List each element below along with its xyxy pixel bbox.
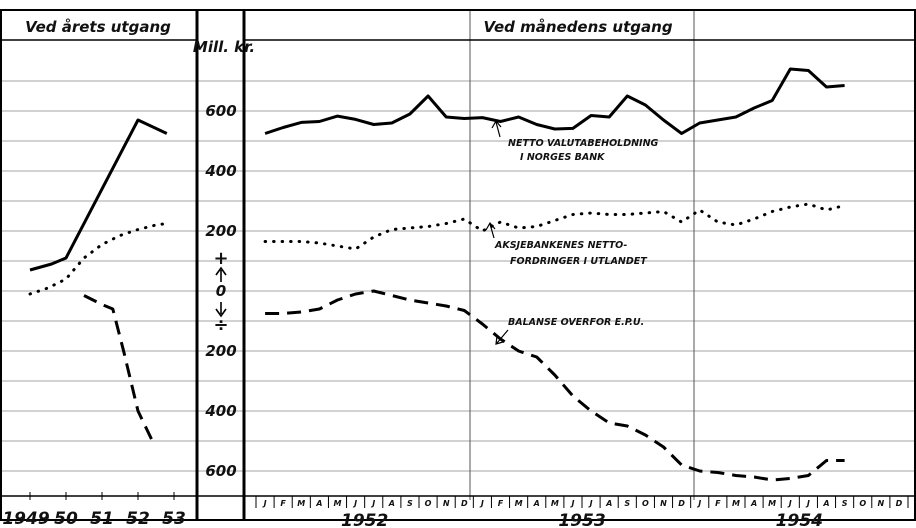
grid-lines (0, 10, 916, 500)
month-label: J (370, 499, 375, 508)
down-arrow (215, 302, 227, 318)
y-tick-label: 600 (205, 462, 236, 480)
month-label: O (425, 499, 432, 508)
month-label: J (805, 499, 810, 508)
annotation-pointers (485, 119, 509, 345)
y-tick-label: 400 (204, 162, 236, 180)
month-label: F (280, 499, 286, 508)
month-label: A (605, 499, 612, 508)
month-label: M (551, 499, 559, 508)
year-label: 1952 (341, 511, 388, 528)
month-label: M (732, 499, 740, 508)
y-tick-label: 0 (216, 282, 226, 300)
annotation-line: NETTO VALUTABEHOLDNING (508, 138, 659, 149)
chart-frame (0, 9, 916, 521)
monthly-panel-header: Ved månedens utgang (483, 18, 672, 36)
year-label: 1953 (558, 511, 605, 528)
annotation-line: FORDRINGER I UTLANDET (510, 256, 648, 267)
month-label: D (896, 499, 903, 508)
month-label: M (768, 499, 776, 508)
month-label: N (877, 499, 884, 508)
pointer-arrow (491, 119, 502, 138)
month-label: A (388, 499, 395, 508)
series-monthly-line (264, 67, 845, 135)
month-label: N (443, 499, 450, 508)
y-tick-label: 600 (205, 102, 236, 120)
annotation-aksjebankenes: AKSJEBANKENES NETTO- FORDRINGER I UTLAND… (494, 240, 648, 267)
month-label: J (262, 499, 267, 508)
month-label: A (750, 499, 757, 508)
month-label: J (696, 499, 701, 508)
month-label: F (498, 499, 504, 508)
y-tick-label: 200 (205, 222, 236, 240)
month-label: F (715, 499, 721, 508)
annual-x-label: 1949 (2, 509, 49, 528)
annual-x-label: 50 (54, 509, 78, 528)
series-annual-line (29, 118, 168, 272)
month-label: N (660, 499, 667, 508)
year-label: 1954 (776, 511, 823, 528)
annotation-line: AKSJEBANKENES NETTO- (494, 240, 627, 251)
series-annual-line (28, 222, 169, 296)
month-label: J (569, 499, 574, 508)
annotation-line: BALANSE OVERFOR E.P.U. (508, 317, 644, 328)
x-tick-labels: 1949 50 51 52 53 J F M A M J J A S O N D J F M A M J J A S O N D J F M A… (2, 499, 902, 528)
month-label: A (533, 499, 540, 508)
annual-x-label: 52 (126, 509, 150, 528)
month-label: S (842, 499, 848, 508)
outer-border (0, 9, 916, 521)
month-label: S (407, 499, 413, 508)
annual-panel-header: Ved årets utgang (25, 18, 171, 36)
series-lines (28, 67, 847, 482)
month-label: J (479, 499, 484, 508)
month-label: A (822, 499, 829, 508)
month-label: S (624, 499, 630, 508)
y-axis-unit-label: Mill. kr. (193, 38, 255, 56)
month-label: O (859, 499, 866, 508)
annotation-netto-valuta: NETTO VALUTABEHOLDNING I NORGES BANK (508, 138, 659, 163)
series-annual-line (83, 294, 154, 442)
y-tick-label: 400 (204, 402, 236, 420)
month-label: M (334, 499, 342, 508)
y-tick-label: 200 (205, 342, 236, 360)
series-monthly-line (265, 289, 845, 482)
positive-sign: + (213, 248, 228, 269)
month-label: D (461, 499, 468, 508)
month-label: M (297, 499, 305, 508)
month-label: O (642, 499, 649, 508)
y-tick-labels: 600 400 200 0 200 400 600 (204, 102, 236, 480)
annotation-epu: BALANSE OVERFOR E.P.U. (508, 317, 644, 328)
series-monthly-line (263, 202, 847, 251)
month-label: M (515, 499, 523, 508)
annotation-line: I NORGES BANK (520, 152, 605, 163)
pointer-arrow (485, 221, 496, 239)
month-label: J (588, 499, 593, 508)
month-label: D (678, 499, 685, 508)
annual-x-label: 51 (90, 509, 114, 528)
annual-x-label: 53 (162, 509, 186, 528)
up-arrow (215, 266, 227, 282)
month-label: A (315, 499, 322, 508)
month-label: J (787, 499, 792, 508)
month-label: J (352, 499, 357, 508)
pointer-arrow (495, 329, 509, 345)
negative-sign: ÷ (213, 315, 228, 336)
sign-arrows (215, 266, 227, 318)
